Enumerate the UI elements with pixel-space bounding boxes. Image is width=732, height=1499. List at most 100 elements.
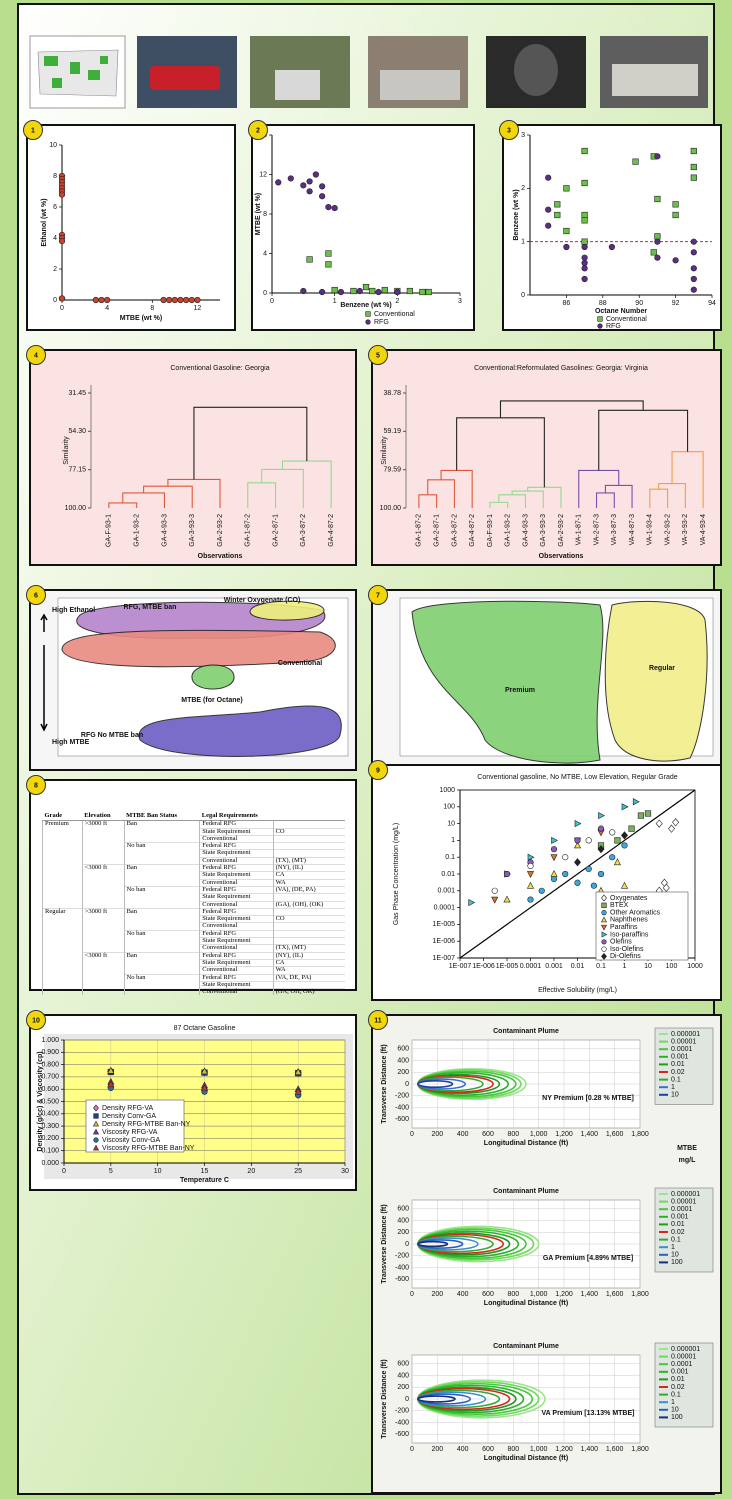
point bbox=[668, 824, 675, 833]
chart-title: Conventional gasoline, No MTBE, Low Elev… bbox=[477, 774, 677, 781]
states-cell bbox=[272, 922, 345, 931]
point bbox=[620, 881, 629, 889]
y-tick-label: -600 bbox=[395, 1116, 409, 1123]
point bbox=[312, 171, 319, 178]
point bbox=[381, 286, 388, 294]
point bbox=[319, 193, 326, 200]
point bbox=[554, 201, 561, 208]
states-cell bbox=[272, 842, 345, 850]
x-tick-label: 0 bbox=[62, 1168, 66, 1175]
x-tick-label: 400 bbox=[457, 1446, 469, 1453]
point bbox=[563, 227, 570, 235]
legend-label: 1 bbox=[671, 1084, 675, 1091]
states-cell: (TX), (MT) bbox=[272, 856, 345, 865]
table-row: State Requirement CA bbox=[43, 958, 345, 967]
table-row: State Requirement CA bbox=[43, 871, 345, 880]
dendrogram-link bbox=[427, 479, 455, 508]
point bbox=[581, 217, 588, 224]
legend-marker bbox=[601, 902, 607, 908]
legend-label: 100 bbox=[671, 1414, 683, 1421]
point bbox=[300, 287, 307, 295]
point bbox=[654, 238, 661, 245]
leaf-label: VA-4-87-3 bbox=[629, 514, 636, 545]
status-cell: Ban bbox=[123, 864, 200, 887]
x-axis-label: Observations bbox=[198, 553, 243, 560]
y-tick-label: 0.900 bbox=[41, 1049, 59, 1056]
y-tick-label: 38.78 bbox=[383, 390, 401, 397]
x-tick-label: 88 bbox=[599, 300, 607, 307]
legend-label: 0.00001 bbox=[671, 1353, 696, 1360]
requirement-cell: Conventional bbox=[199, 878, 274, 887]
x-tick-label: 12 bbox=[194, 305, 202, 312]
contour bbox=[417, 1240, 449, 1248]
legend-label: 0.02 bbox=[671, 1069, 685, 1076]
leaf-label: GA-2-87-1 bbox=[433, 514, 440, 547]
x-axis-label: Longitudinal Distance (ft) bbox=[484, 1455, 568, 1462]
panel-number: 2 bbox=[256, 127, 260, 134]
point bbox=[574, 858, 581, 867]
y-axis-label: Similarity bbox=[63, 436, 70, 465]
y-tick-label: 79.59 bbox=[383, 467, 401, 474]
x-tick-label: 1,400 bbox=[581, 1291, 599, 1298]
y-tick-label: 0 bbox=[405, 1241, 409, 1248]
legend-marker bbox=[92, 1144, 100, 1151]
y-axis-label: Benzene (wt %) bbox=[513, 189, 520, 240]
x-tick-label: 0 bbox=[270, 298, 274, 305]
states-cell: CO bbox=[272, 915, 345, 923]
legend-label: 0.001 bbox=[671, 1054, 689, 1061]
legend-marker bbox=[601, 946, 607, 952]
point bbox=[527, 862, 534, 870]
x-axis-label: Longitudinal Distance (ft) bbox=[484, 1300, 568, 1307]
point bbox=[632, 158, 639, 165]
status-cell: Ban bbox=[123, 951, 200, 975]
point bbox=[551, 836, 559, 844]
y-tick-label: 400 bbox=[397, 1217, 409, 1224]
x-tick-label: 86 bbox=[563, 300, 571, 307]
point bbox=[562, 870, 569, 878]
legend-label: 0.0001 bbox=[671, 1046, 693, 1053]
table-row: <3000 ft Ban Federal RFG (NY), (IL) bbox=[43, 951, 345, 996]
x-tick-label: 1,400 bbox=[581, 1446, 599, 1453]
y-tick-label: -400 bbox=[395, 1104, 409, 1111]
point bbox=[58, 295, 66, 302]
x-tick-label: 800 bbox=[507, 1291, 519, 1298]
x-tick-label: 0 bbox=[60, 305, 64, 312]
point bbox=[171, 296, 178, 304]
point bbox=[628, 825, 635, 832]
y-tick-label: 0.300 bbox=[41, 1123, 59, 1130]
point bbox=[356, 287, 363, 295]
x-tick-label: 800 bbox=[507, 1131, 519, 1138]
point bbox=[419, 288, 426, 296]
region bbox=[191, 664, 235, 690]
point bbox=[654, 153, 661, 160]
leaf-label: VA-3-93-2 bbox=[682, 514, 689, 545]
states-cell bbox=[272, 893, 345, 902]
plume-label: NY Premium [0.28 % MTBE] bbox=[542, 1095, 634, 1102]
point bbox=[92, 296, 99, 304]
panel-badge bbox=[26, 585, 46, 605]
x-tick-label: 0 bbox=[410, 1446, 414, 1453]
x-tick-label: 200 bbox=[431, 1131, 443, 1138]
plume-label: VA Premium [13.13% MTBE] bbox=[542, 1410, 635, 1417]
y-axis-label: Gas Phase Concentration (mg/L) bbox=[393, 823, 400, 925]
elevation-cell: >3000 ft bbox=[81, 820, 125, 865]
panel-number: 3 bbox=[507, 127, 511, 134]
point bbox=[331, 286, 338, 294]
leaf-label: GA-1-93-2 bbox=[134, 514, 141, 547]
requirements-table: Grade Elevation MTBE Ban Status Legal Requi… bbox=[42, 812, 345, 996]
region bbox=[249, 600, 325, 621]
states-cell bbox=[272, 980, 345, 989]
requirement-cell: Federal RFG bbox=[199, 820, 274, 829]
y-tick-label: 0.000 bbox=[41, 1160, 59, 1167]
point bbox=[581, 243, 588, 251]
x-tick-label: 1,600 bbox=[606, 1446, 624, 1453]
region-label: Premium bbox=[505, 687, 535, 694]
panel-badge bbox=[26, 1010, 46, 1030]
legend-marker bbox=[93, 1104, 99, 1112]
table-row: Conventional (TX), (MT) bbox=[43, 856, 345, 865]
point bbox=[585, 865, 592, 873]
photo-strip bbox=[29, 35, 708, 109]
panel-number: 9 bbox=[376, 767, 380, 774]
states-cell: CO bbox=[272, 827, 345, 836]
y-tick-label: 100.00 bbox=[65, 505, 87, 512]
